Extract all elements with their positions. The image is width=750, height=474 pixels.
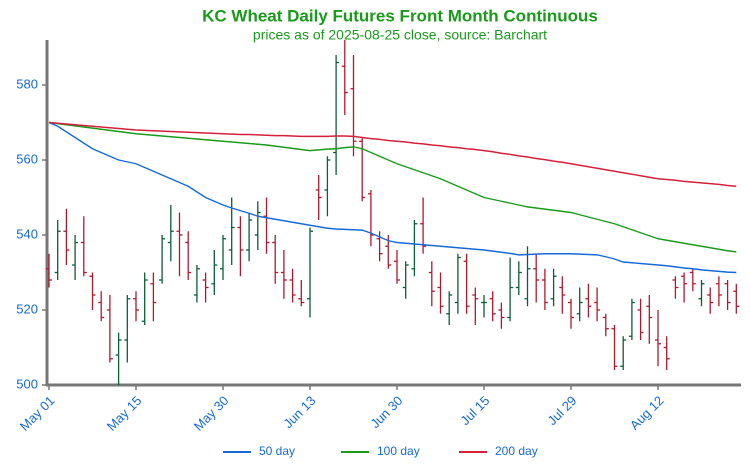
ohlc-bar — [159, 235, 166, 284]
y-tick-label: 520 — [16, 301, 38, 316]
ohlc-bar — [289, 268, 296, 303]
ohlc-bar — [176, 212, 183, 277]
chart-title: KC Wheat Daily Futures Front Month Conti… — [202, 6, 598, 25]
ohlc-bar — [602, 313, 609, 337]
ohlc-bar — [367, 190, 374, 247]
ohlc-bar — [628, 298, 635, 340]
ohlc-bar — [98, 291, 105, 322]
ohlc-bar — [115, 332, 122, 385]
ohlc-bar — [324, 156, 331, 217]
ohlc-bar — [507, 257, 514, 322]
ohlc-bar — [263, 197, 270, 254]
x-tick-label: Jul 29 — [544, 393, 579, 428]
ohlc-bar — [359, 137, 366, 202]
x-tick-label: Aug 12 — [627, 393, 667, 433]
ohlc-bar — [402, 261, 409, 299]
ohlc-bar — [272, 235, 279, 284]
ohlc-bar — [80, 216, 87, 277]
ohlc-bar — [220, 235, 226, 280]
ohlc-bar — [428, 261, 435, 307]
ohlc-bar — [733, 283, 740, 314]
y-tick-label: 500 — [16, 376, 38, 391]
x-tick-label: May 30 — [191, 393, 232, 434]
ohlc-bar — [46, 253, 52, 288]
ohlc-bar — [646, 295, 653, 344]
ma-line — [48, 121, 737, 253]
chart-subtitle: prices as of 2025-08-25 close, source: B… — [253, 27, 547, 43]
ohlc-bar — [550, 268, 557, 307]
ohlc-bar — [620, 336, 627, 370]
ohlc-bar — [585, 283, 592, 318]
legend-label: 200 day — [495, 444, 538, 458]
ohlc-bar — [707, 287, 714, 314]
ohlc-bar — [280, 250, 287, 299]
ohlc-bar — [454, 253, 461, 314]
ohlc-bar — [254, 201, 261, 250]
ohlc-bar — [489, 291, 496, 322]
ohlc-bar — [681, 272, 688, 303]
ohlc-bar — [141, 272, 148, 325]
ohlc-bar — [541, 268, 548, 310]
legend-label: 100 day — [377, 444, 420, 458]
ohlc-bar — [72, 235, 79, 280]
x-tick-label: Jun 13 — [280, 393, 318, 431]
ohlc-bar — [533, 253, 540, 303]
ohlc-bar — [211, 250, 218, 295]
ma-line — [48, 121, 737, 187]
ohlc-bar — [350, 55, 357, 157]
ma-line — [48, 121, 737, 274]
ohlc-bar — [655, 310, 661, 367]
ohlc-bar — [559, 276, 566, 314]
ohlc-bar — [193, 265, 200, 303]
ohlc-bar — [315, 175, 322, 220]
ohlc-bar — [307, 227, 313, 318]
ohlc-bar — [524, 246, 531, 307]
ohlc-bar — [63, 208, 70, 265]
ohlc-bar — [568, 298, 574, 329]
x-tick-label: Jul 15 — [457, 393, 492, 428]
ohlc-bar — [167, 205, 174, 262]
ohlc-bar — [298, 280, 305, 307]
ohlc-bar — [394, 250, 400, 284]
y-tick-label: 560 — [16, 151, 38, 166]
ohlc-bar — [237, 216, 244, 277]
ohlc-bar — [724, 280, 731, 310]
ohlc-bar — [715, 276, 722, 307]
ohlc-bar — [446, 291, 453, 325]
legend-label: 50 day — [259, 444, 295, 458]
ohlc-bar — [124, 295, 131, 363]
ohlc-bar — [672, 276, 679, 299]
ohlc-bar — [228, 197, 235, 265]
y-tick-label: 540 — [16, 226, 38, 241]
x-tick-label: May 15 — [104, 393, 145, 434]
x-tick-label: Jun 30 — [367, 393, 405, 431]
ohlc-bar — [54, 220, 61, 280]
ohlc-bar — [437, 272, 444, 314]
ohlc-bar — [185, 231, 192, 280]
ohlc-bar — [576, 287, 583, 322]
ohlc-bar — [663, 336, 670, 370]
ohlc-bar — [133, 291, 139, 322]
ohlc-bar — [689, 268, 696, 292]
ohlc-bar — [106, 295, 113, 363]
ohlc-bar — [481, 295, 487, 318]
ohlc-bar — [341, 40, 348, 115]
ohlc-bar — [698, 280, 705, 307]
ohlc-bar — [498, 302, 505, 329]
ohlc-bar — [89, 272, 96, 310]
ohlc-bar — [472, 287, 479, 325]
y-tick-label: 580 — [16, 76, 38, 91]
ohlc-bar — [515, 261, 522, 295]
ohlc-bar — [150, 272, 157, 322]
ohlc-bar — [333, 55, 340, 175]
ohlc-bar — [246, 212, 253, 262]
ohlc-bar — [411, 220, 418, 277]
ohlc-bar — [637, 298, 644, 340]
x-tick-label: May 01 — [17, 393, 58, 434]
ohlc-bar — [463, 253, 470, 314]
ohlc-bar — [202, 272, 209, 303]
ohlc-bar — [594, 287, 601, 322]
ohlc-bar — [611, 325, 618, 370]
